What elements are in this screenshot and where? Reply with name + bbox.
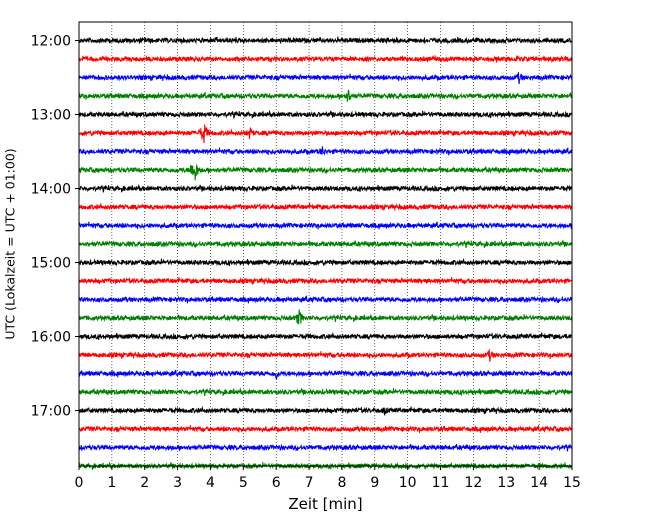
trace-1330 bbox=[78, 146, 573, 156]
trace-1315 bbox=[78, 124, 573, 144]
x-tick-label: 14 bbox=[530, 475, 548, 491]
trace-1415 bbox=[78, 202, 573, 212]
trace-1345 bbox=[78, 164, 573, 181]
trace-1430 bbox=[78, 221, 573, 230]
x-tick-label: 9 bbox=[370, 475, 379, 491]
x-axis-label: Zeit [min] bbox=[288, 495, 362, 513]
plot-frame bbox=[78, 21, 573, 467]
trace-1600 bbox=[78, 331, 573, 341]
trace-1530 bbox=[78, 295, 573, 304]
trace-1300 bbox=[78, 109, 573, 119]
x-tick-label: 11 bbox=[432, 475, 450, 491]
trace-1500 bbox=[78, 257, 573, 267]
trace-1700 bbox=[78, 405, 573, 417]
x-axis-ticks: 0 1 2 3 4 5 6 7 8 9 10 11 12 13 14 15 bbox=[75, 466, 581, 491]
y-tick-label: 12:00 bbox=[31, 34, 71, 50]
x-tick-label: 4 bbox=[206, 475, 215, 491]
x-tick-label: 3 bbox=[173, 475, 182, 491]
trace-1730 bbox=[78, 443, 573, 452]
y-tick-label: 16:00 bbox=[31, 330, 71, 346]
trace-1445 bbox=[78, 239, 573, 249]
x-tick-label: 8 bbox=[337, 475, 346, 491]
y-axis-label: UTC (Lokalzeit = UTC + 01:00) bbox=[3, 148, 18, 339]
trace-1215 bbox=[78, 54, 573, 64]
x-tick-label: 5 bbox=[239, 475, 248, 491]
x-tick-label: 1 bbox=[107, 475, 116, 491]
trace-1630 bbox=[78, 369, 573, 380]
x-tick-label: 13 bbox=[497, 475, 515, 491]
traces bbox=[78, 36, 573, 471]
x-tick-label: 10 bbox=[399, 475, 417, 491]
x-tick-label: 2 bbox=[140, 475, 149, 491]
trace-1230 bbox=[78, 72, 573, 85]
trace-1615 bbox=[78, 349, 573, 362]
trace-1400 bbox=[78, 183, 573, 193]
y-tick-label: 17:00 bbox=[31, 404, 71, 420]
y-axis-ticks: 12:00 13:00 14:00 15:00 16:00 17:00 bbox=[31, 34, 79, 420]
trace-1515 bbox=[78, 276, 573, 286]
x-tick-label: 7 bbox=[305, 475, 314, 491]
trace-1645 bbox=[78, 387, 573, 397]
trace-1715 bbox=[78, 424, 573, 434]
x-tick-label: 6 bbox=[272, 475, 281, 491]
x-tick-label: 0 bbox=[75, 475, 84, 491]
trace-1200 bbox=[78, 36, 573, 45]
x-tick-label: 12 bbox=[464, 475, 482, 491]
trace-1245 bbox=[78, 89, 573, 102]
x-tick-label: 15 bbox=[563, 475, 581, 491]
y-tick-label: 14:00 bbox=[31, 182, 71, 198]
trace-1545 bbox=[78, 309, 573, 325]
y-tick-label: 15:00 bbox=[31, 256, 71, 272]
y-tick-label: 13:00 bbox=[31, 108, 71, 124]
